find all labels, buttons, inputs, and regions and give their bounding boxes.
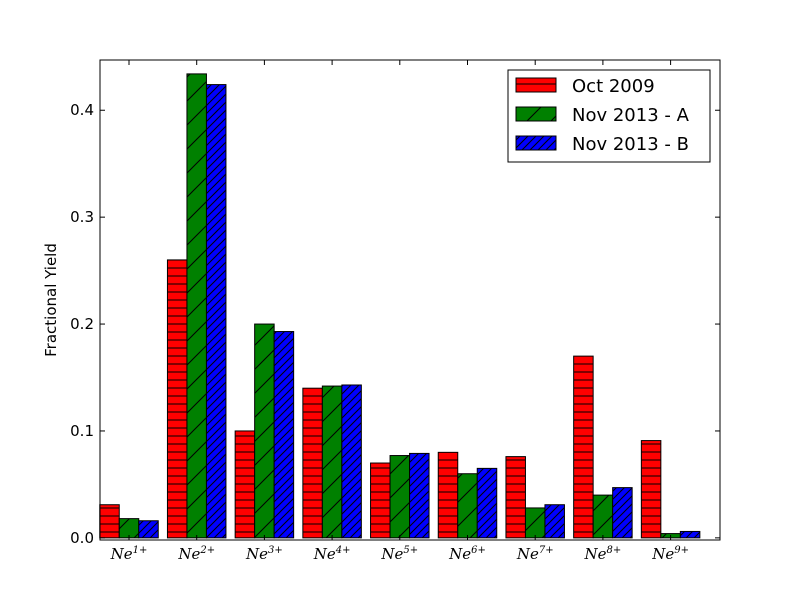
bar-oct-2009-ne3plus-hatch [234,430,256,539]
x-tick-label-superscript: 2+ [199,545,215,556]
bar-nov-2013-a-ne2plus-hatch [186,73,207,539]
bar-nov-2013-b-ne7plus-hatch [544,504,565,539]
bar-nov-2013-a-ne5plus-hatch [389,455,411,539]
bar-nov-2013-a-ne8plus-hatch [592,494,614,539]
bar-oct-2009-ne2plus-hatch [166,259,188,539]
y-tick-label: 0.0 [70,529,94,547]
bar-nov-2013-b-ne8plus-hatch [612,487,633,539]
bar-nov-2013-a-ne6plus-hatch [457,473,478,539]
bar-nov-2013-a-ne4plus-hatch [321,385,343,539]
x-tick-label-superscript: 3+ [268,545,283,556]
x-tick-label-superscript: 9+ [674,545,689,556]
bar-oct-2009-ne8plus-hatch [573,355,594,539]
x-tick-label: Ne6+ [448,545,486,563]
x-tick-label-superscript: 5+ [403,545,418,556]
x-tick-label: Ne3+ [245,545,283,563]
legend-label: Oct 2009 [572,76,655,97]
x-tick-label-superscript: 4+ [335,545,351,556]
y-axis-ticks: 0.0 0.1 0.2 0.3 0.4 [70,101,720,547]
x-tick-label-base: Ne [651,545,674,563]
y-tick-label: 0.2 [70,315,94,333]
bar-nov-2013-b-ne2plus-hatch [205,84,227,539]
plot-area-frame [99,59,721,541]
y-tick-label: 0.4 [70,101,94,119]
x-tick-label-superscript: 7+ [539,545,554,556]
x-tick-label: Ne9+ [651,545,689,563]
x-tick-label-base: Ne [245,545,268,563]
x-tick-label: Ne7+ [516,545,554,563]
x-tick-label-base: Ne [313,545,336,563]
bar-oct-2009-ne4plus-hatch [302,387,323,539]
bar-nov-2013-a-ne7plus-hatch [524,507,546,539]
x-tick-label-superscript: 6+ [471,545,486,556]
x-tick-label-base: Ne [516,545,539,563]
legend-label: Nov 2013 - A [572,105,690,126]
x-tick-label: Ne4+ [313,545,351,563]
bar-nov-2013-a-ne3plus-hatch [254,323,275,539]
bar-nov-2013-b-ne3plus-hatch [273,331,295,539]
x-tick-label-base: Ne [584,545,607,563]
bar-nov-2013-b-ne1plus-hatch [138,520,159,539]
bar-oct-2009-ne5plus-hatch [370,462,391,539]
y-axis-label: Fractional Yield [42,243,60,357]
bar-oct-2009-ne7plus-hatch [505,456,526,539]
x-tick-label-superscript: 8+ [607,545,622,556]
x-tick-label-base: Ne [380,545,403,563]
bar-oct-2009-ne6plus-hatch [437,451,459,539]
x-tick-label: Ne5+ [380,545,418,563]
x-tick-label-base: Ne [110,545,133,563]
legend: Oct 2009 Nov 2013 - A Nov 2013 - B [507,69,711,163]
x-tick-label: Ne8+ [584,545,622,563]
bar-nov-2013-b-ne9plus-hatch [679,530,701,539]
x-tick-label: Ne1+ [110,545,148,563]
x-axis-labels: Ne1+ Ne2+ Ne3+ Ne4+ Ne5+ Ne6+ Ne7+ Ne8+ Ne9+ [110,60,689,563]
y-tick-label: 0.3 [70,208,94,226]
bar-nov-2013-a-ne1plus-hatch [118,518,140,539]
bar-nov-2013-b-ne6plus-hatch [476,467,498,539]
x-tick-label-superscript: 1+ [133,545,148,556]
x-tick-label: Ne2+ [177,545,215,563]
bar-nov-2013-b-ne4plus-hatch [341,384,362,539]
x-tick-label-base: Ne [177,545,200,563]
x-tick-label-base: Ne [448,545,471,563]
legend-label: Nov 2013 - B [572,134,689,155]
bar-nov-2013-b-ne5plus-hatch [409,452,430,539]
y-tick-label: 0.1 [70,422,94,440]
legend-swatch-hatch [515,77,557,93]
bar-oct-2009-ne9plus-hatch [640,440,662,539]
bars-group [99,73,701,539]
legend-swatch-hatch [515,135,557,151]
bar-oct-2009-ne1plus-hatch [99,504,120,539]
legend-swatch-hatch [515,106,557,122]
